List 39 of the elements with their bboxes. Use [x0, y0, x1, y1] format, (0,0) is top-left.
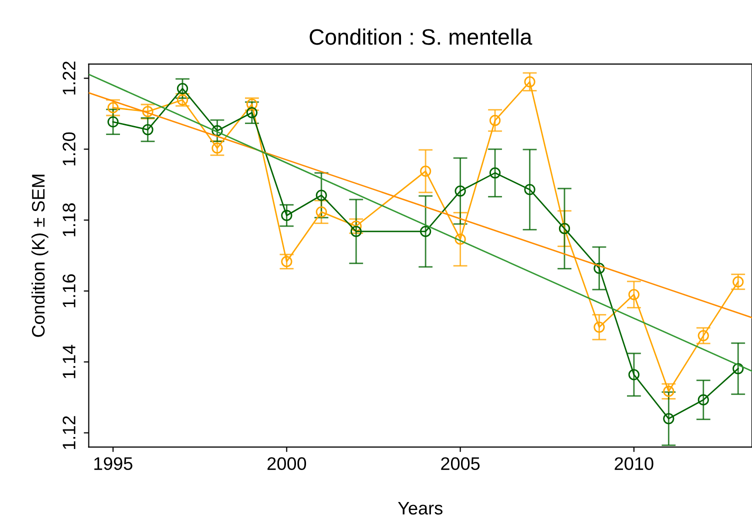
x-tick-label: 1995: [94, 457, 132, 470]
y-tick-label: 1.18: [62, 203, 76, 236]
point: [420, 166, 432, 177]
point: [698, 394, 709, 406]
y-tick-label: 1.14: [62, 344, 76, 378]
x-tick-label: 2005: [441, 457, 480, 470]
point: [628, 288, 640, 300]
point: [281, 210, 292, 222]
point: [524, 76, 536, 88]
point: [524, 184, 536, 196]
y-tick-label: 1.12: [62, 416, 76, 450]
point: [594, 262, 605, 274]
point: [698, 330, 709, 342]
y-tick-label: 1.16: [62, 274, 76, 308]
point: [107, 116, 119, 128]
point: [663, 413, 674, 424]
point: [350, 226, 362, 237]
point: [246, 107, 258, 118]
point: [628, 369, 640, 380]
point: [316, 190, 327, 201]
point: [176, 82, 188, 94]
point: [732, 363, 744, 374]
x-tick-label: 2000: [268, 457, 306, 470]
y-tick-label: 1.20: [62, 132, 76, 166]
point: [489, 167, 501, 178]
point: [594, 322, 605, 333]
point: [489, 114, 501, 126]
x-tick-label: 2010: [614, 457, 654, 470]
point: [212, 125, 223, 136]
chart-title: Condition : S. mentella: [310, 28, 532, 45]
point: [316, 206, 327, 218]
point: [454, 185, 466, 197]
point: [107, 102, 119, 114]
y-tick-label: 1.22: [62, 62, 76, 94]
point: [420, 226, 432, 237]
x-axis-title: Years: [398, 502, 442, 515]
y-axis-title: Condition (K) ± SEM: [31, 174, 48, 337]
point: [142, 124, 154, 136]
point: [454, 234, 466, 245]
